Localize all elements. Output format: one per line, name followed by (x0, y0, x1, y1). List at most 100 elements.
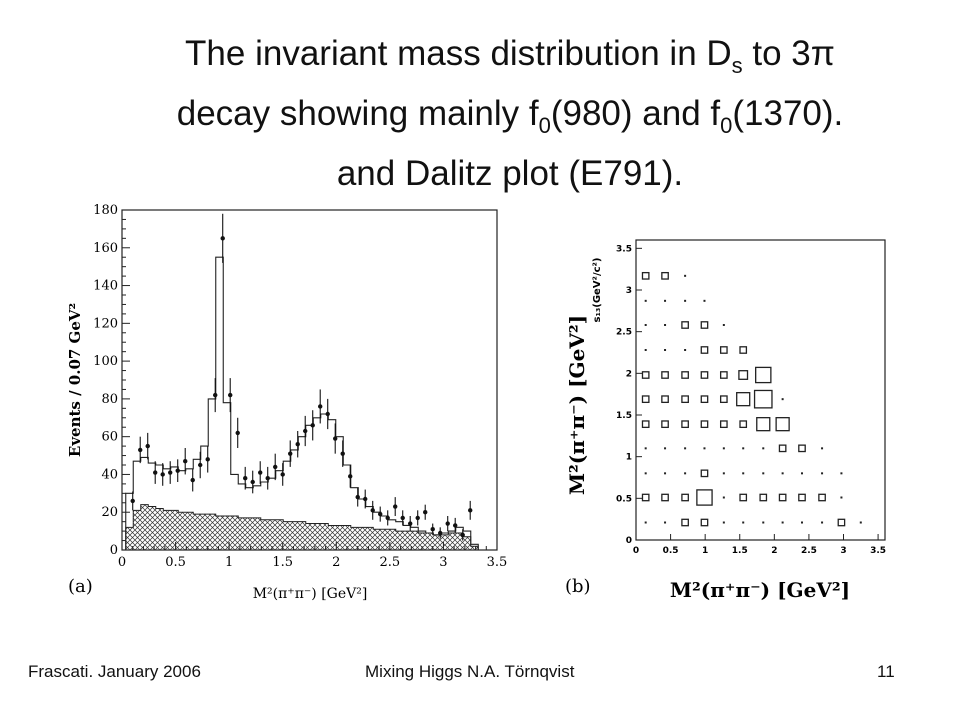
data-point (348, 465, 353, 488)
data-point (355, 487, 360, 507)
x-axis-label: M²(π⁺π⁻) [GeV²] (253, 586, 368, 602)
dalitz-cell (696, 489, 713, 506)
data-marker (145, 443, 150, 449)
data-marker (408, 521, 413, 526)
data-marker (430, 527, 435, 532)
panel-label-b: (b) (565, 576, 591, 597)
dalitz-cell (700, 371, 709, 379)
dalitz-cell (739, 420, 748, 429)
data-point (423, 504, 428, 520)
data-point (273, 453, 278, 481)
data-marker (400, 515, 405, 521)
fit-histogram-line (125, 256, 479, 550)
data-marker (370, 508, 375, 513)
dalitz-cell (644, 299, 647, 302)
data-marker (445, 521, 450, 526)
x-tick-label: 1 (702, 546, 708, 556)
data-point (175, 459, 180, 482)
title-line-2: decay showing mainly f0(980) and f0(1370… (176, 94, 844, 138)
y-tick-label: 3 (626, 286, 632, 296)
y-tick-label: 20 (101, 505, 118, 520)
data-marker (243, 476, 248, 481)
dalitz-cell (641, 371, 650, 379)
data-marker (363, 496, 368, 502)
data-marker (190, 477, 195, 483)
y-tick-label: 2 (626, 369, 632, 379)
dalitz-cell (684, 447, 687, 450)
dalitz-cell (781, 521, 784, 524)
dalitz-cell (664, 447, 667, 450)
dalitz-cell (644, 324, 647, 326)
data-marker (333, 436, 338, 441)
data-point (430, 523, 435, 535)
data-point (445, 516, 450, 532)
dalitz-cell (641, 493, 650, 502)
data-marker (295, 442, 300, 447)
x-tick-label: 2.5 (801, 546, 817, 556)
y-tick-label: 140 (93, 279, 118, 294)
data-marker (235, 430, 240, 436)
data-point (385, 510, 390, 526)
y-tick-label: 2.5 (616, 328, 632, 338)
data-point (363, 489, 368, 509)
dalitz-cell (644, 521, 647, 524)
x-tick-label: 3.5 (870, 546, 886, 556)
data-marker (183, 459, 188, 464)
data-marker (220, 236, 225, 241)
dalitz-cell (775, 417, 790, 432)
dalitz-cell (664, 324, 667, 326)
footer-center: Mixing Higgs N.A. Törnqvist (365, 662, 575, 681)
dalitz-cell (661, 395, 669, 404)
data-marker (130, 498, 135, 504)
data-point (340, 440, 345, 467)
dalitz-cell (703, 447, 706, 450)
dalitz-cell (700, 420, 709, 429)
data-point (213, 378, 218, 413)
dalitz-cell (664, 299, 667, 302)
dalitz-cell (700, 395, 709, 404)
data-marker (250, 479, 255, 485)
dalitz-cell (821, 521, 824, 524)
data-marker (273, 464, 278, 470)
data-point (130, 491, 135, 511)
data-marker (160, 472, 165, 477)
data-marker (168, 470, 173, 475)
dalitz-cell (664, 472, 667, 475)
y-tick-label: 60 (101, 430, 118, 445)
data-point (468, 500, 473, 520)
dalitz-cell (722, 472, 725, 475)
data-point (145, 432, 150, 460)
data-point (370, 500, 375, 520)
dalitz-cell (736, 392, 751, 407)
dalitz-cell (681, 493, 689, 502)
figure-canvas: 0 0.5 1 1.5 2 2.5 3 3.5020406080100120140160180… (66, 203, 886, 602)
dalitz-cell (681, 518, 689, 527)
dalitz-cell (840, 496, 843, 499)
data-marker (205, 457, 210, 462)
data-marker (198, 462, 203, 468)
data-point (295, 431, 300, 458)
y-tick-label: 160 (93, 241, 118, 256)
dalitz-cell (664, 521, 667, 524)
data-marker (378, 511, 383, 517)
dalitz-cell (681, 371, 689, 379)
dalitz-cell (818, 493, 826, 502)
y-tick-label: 0 (626, 536, 632, 546)
dalitz-cell (859, 521, 862, 524)
data-point (190, 468, 195, 492)
data-point (453, 517, 458, 533)
footer-page-number: 11 (877, 662, 895, 681)
dalitz-cell (644, 472, 647, 475)
data-point (160, 463, 165, 486)
data-marker (228, 392, 233, 398)
data-marker (325, 411, 330, 417)
y-tick-label: 120 (93, 316, 118, 331)
data-point (408, 516, 413, 532)
data-point (198, 451, 203, 479)
data-marker (175, 468, 180, 473)
data-point (220, 213, 225, 263)
dalitz-cell (739, 346, 748, 354)
dalitz-frame (635, 239, 886, 541)
x-tick-label: 3.5 (487, 555, 508, 570)
dalitz-cell (719, 395, 728, 404)
